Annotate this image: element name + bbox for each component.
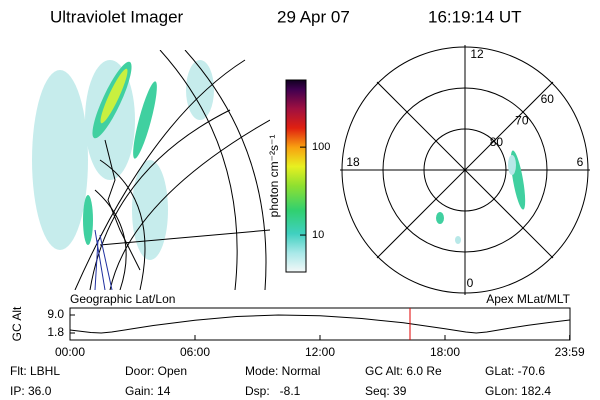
title: Ultraviolet Imager <box>50 7 184 26</box>
x-tick-label: 06:00 <box>180 345 210 359</box>
footer-field: Dsp: -8.1 <box>245 384 301 398</box>
y-label: GC Alt <box>10 306 24 341</box>
lat-ring <box>423 128 507 212</box>
footer-field: Seq: 39 <box>365 384 407 398</box>
x-tick-label: 00:00 <box>55 345 85 359</box>
footer-field: GLat: -70.6 <box>485 364 545 378</box>
hour-label: 18 <box>346 155 360 169</box>
ring-label: 60 <box>541 92 555 106</box>
lat-ring <box>341 46 589 294</box>
time: 16:19:14 UT <box>428 7 522 26</box>
lat-ring <box>382 87 548 253</box>
x-tick-label: 18:00 <box>430 345 460 359</box>
hour-label: 12 <box>470 47 484 61</box>
colorbar-tick-label: 10 <box>312 229 324 241</box>
colorbar-label: photon cm⁻²s⁻¹ <box>267 135 281 218</box>
footer-field: GLon: 182.4 <box>485 384 551 398</box>
x-tick-label: 23:59 <box>555 345 585 359</box>
date: 29 Apr 07 <box>277 7 350 26</box>
y-tick-label: 1.8 <box>47 325 64 339</box>
altitude-line <box>69 314 570 334</box>
footer-field: Flt: LBHL <box>10 364 60 378</box>
hour-label: 6 <box>577 155 584 169</box>
footer-field: Mode: Normal <box>245 364 320 378</box>
hour-label: 0 <box>467 276 474 290</box>
right-label: Apex MLat/MLT <box>486 292 570 306</box>
ring-label: 80 <box>490 135 504 149</box>
y-tick-label: 9.0 <box>47 307 64 321</box>
footer-field: Gain: 14 <box>125 384 171 398</box>
left-label: Geographic Lat/Lon <box>70 292 175 306</box>
footer-field: Door: Open <box>125 364 187 378</box>
map <box>32 50 270 290</box>
footer-field: GC Alt: 6.0 Re <box>365 364 442 378</box>
colorbar-tick-label: 100 <box>312 141 330 153</box>
footer: Flt: LBHL IP: 36.0 Door: Open Gain: 14 Mode:… <box>10 364 551 398</box>
footer-field: IP: 36.0 <box>10 384 52 398</box>
ring-label: 70 <box>515 114 529 128</box>
colorbar <box>285 79 307 273</box>
x-tick-label: 12:00 <box>305 345 335 359</box>
